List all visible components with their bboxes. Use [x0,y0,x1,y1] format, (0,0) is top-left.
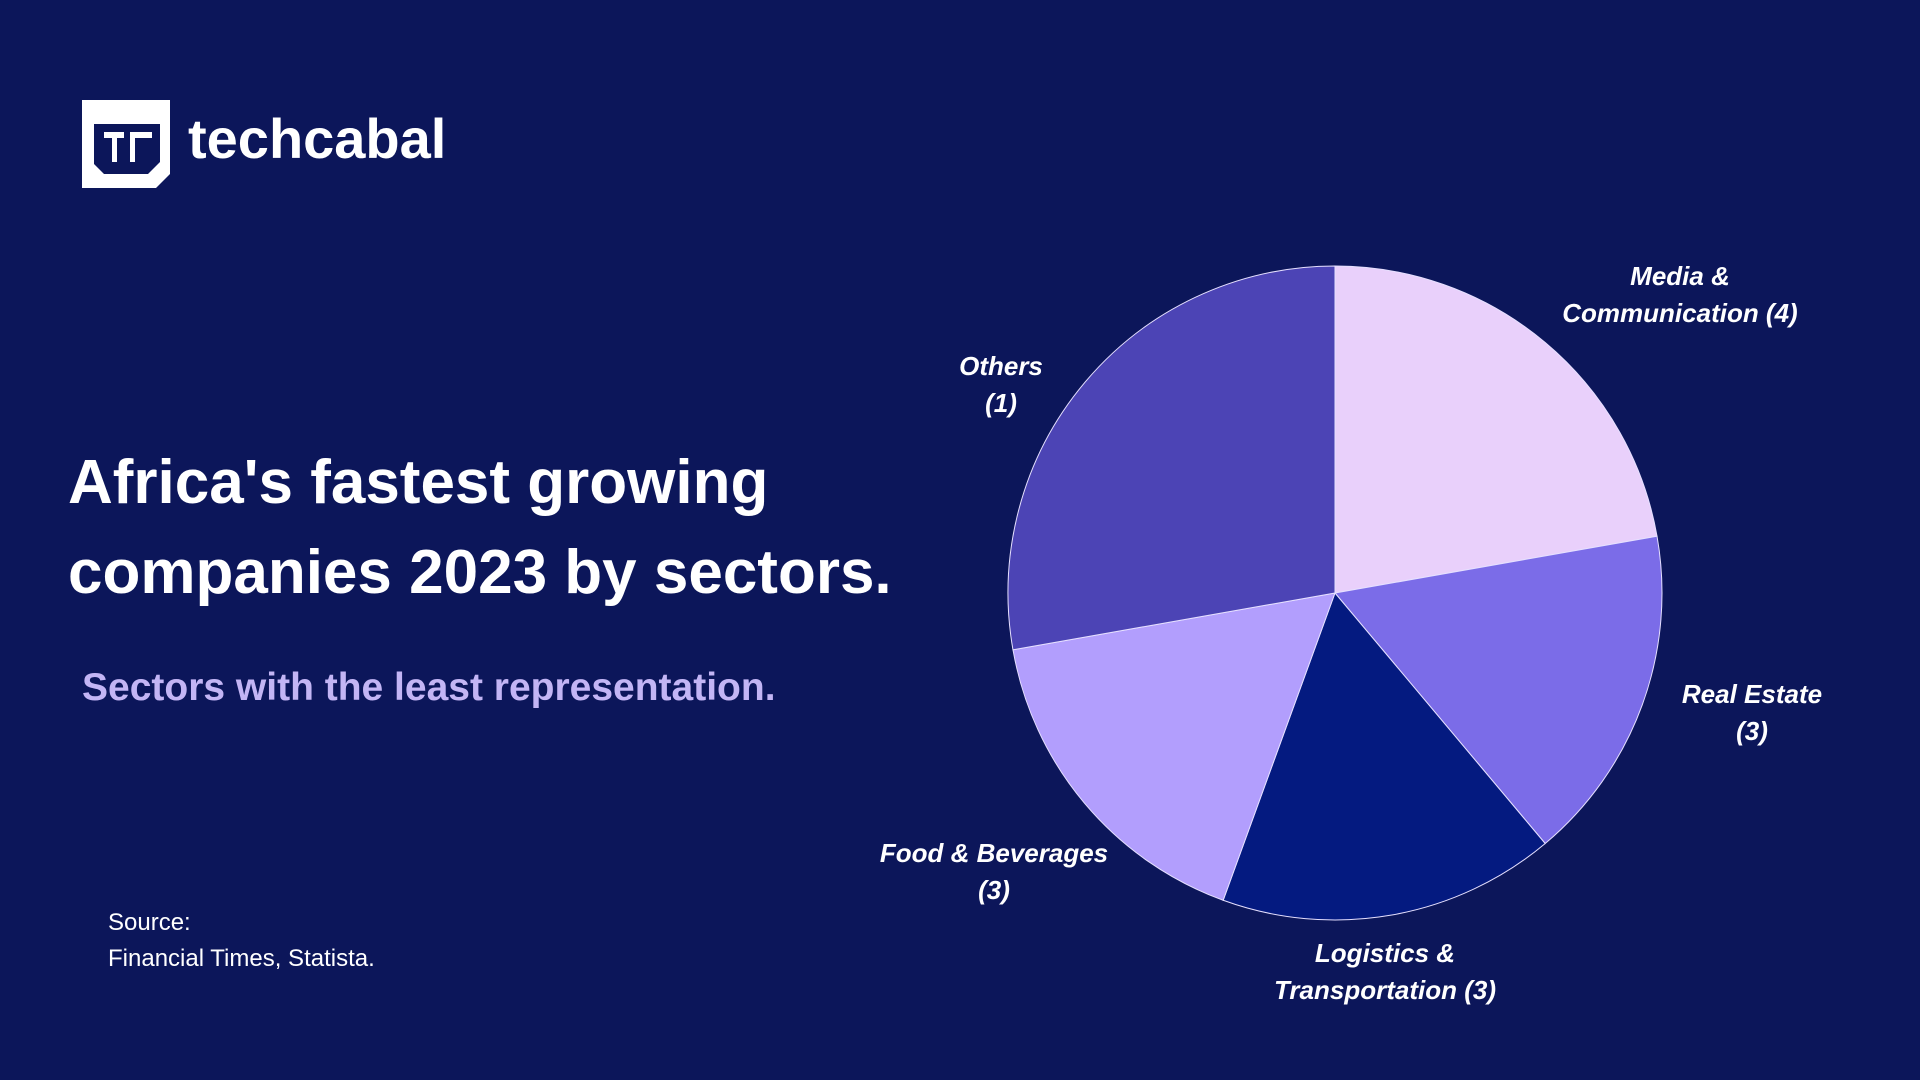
techcabal-logo-icon [82,100,170,188]
pie-slice-food-beverages [1012,592,1336,901]
pie-slice-real-estate [1334,535,1663,845]
source-text: Financial Times, Statista. [108,945,375,972]
title-line: companies 2023 by sectors. [68,538,892,607]
label-food-beverages: Food & Beverages (3) [879,838,1109,905]
page-title: Africa's fastest growing companies 2023 … [68,438,892,618]
label-others: Others (1) [959,351,1043,418]
pie-slice-media-communication [1334,265,1658,594]
title-line: Africa's fastest growing [68,448,769,517]
pie-slice-logistics-transportation [1222,592,1546,921]
brand-name: techcabal [188,107,447,170]
pie-slice-others [1007,265,1336,651]
subtitle: Sectors with the least representation. [82,666,776,709]
label-real-estate: Real Estate (3) [1681,679,1823,746]
label-media-communication: Media & Communication (4) [1562,261,1798,328]
source-note: Source: Financial Times, Statista. [108,905,375,977]
label-logistics-transportation: Logistics & Transportation (3) [1274,938,1496,1005]
source-label: Source: [108,909,191,936]
